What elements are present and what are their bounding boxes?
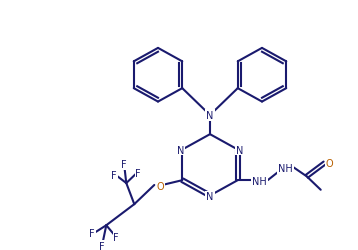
Text: N: N	[206, 192, 214, 202]
Text: F: F	[111, 171, 117, 181]
Text: F: F	[135, 169, 141, 179]
Text: NH: NH	[278, 163, 293, 173]
Text: N: N	[206, 110, 214, 120]
Text: O: O	[326, 158, 334, 168]
Text: F: F	[121, 159, 127, 169]
Text: N: N	[236, 145, 243, 155]
Text: F: F	[100, 241, 105, 250]
Text: NH: NH	[252, 176, 267, 186]
Text: O: O	[156, 181, 164, 191]
Text: N: N	[176, 145, 184, 155]
Text: F: F	[90, 228, 95, 238]
Text: F: F	[113, 232, 119, 242]
